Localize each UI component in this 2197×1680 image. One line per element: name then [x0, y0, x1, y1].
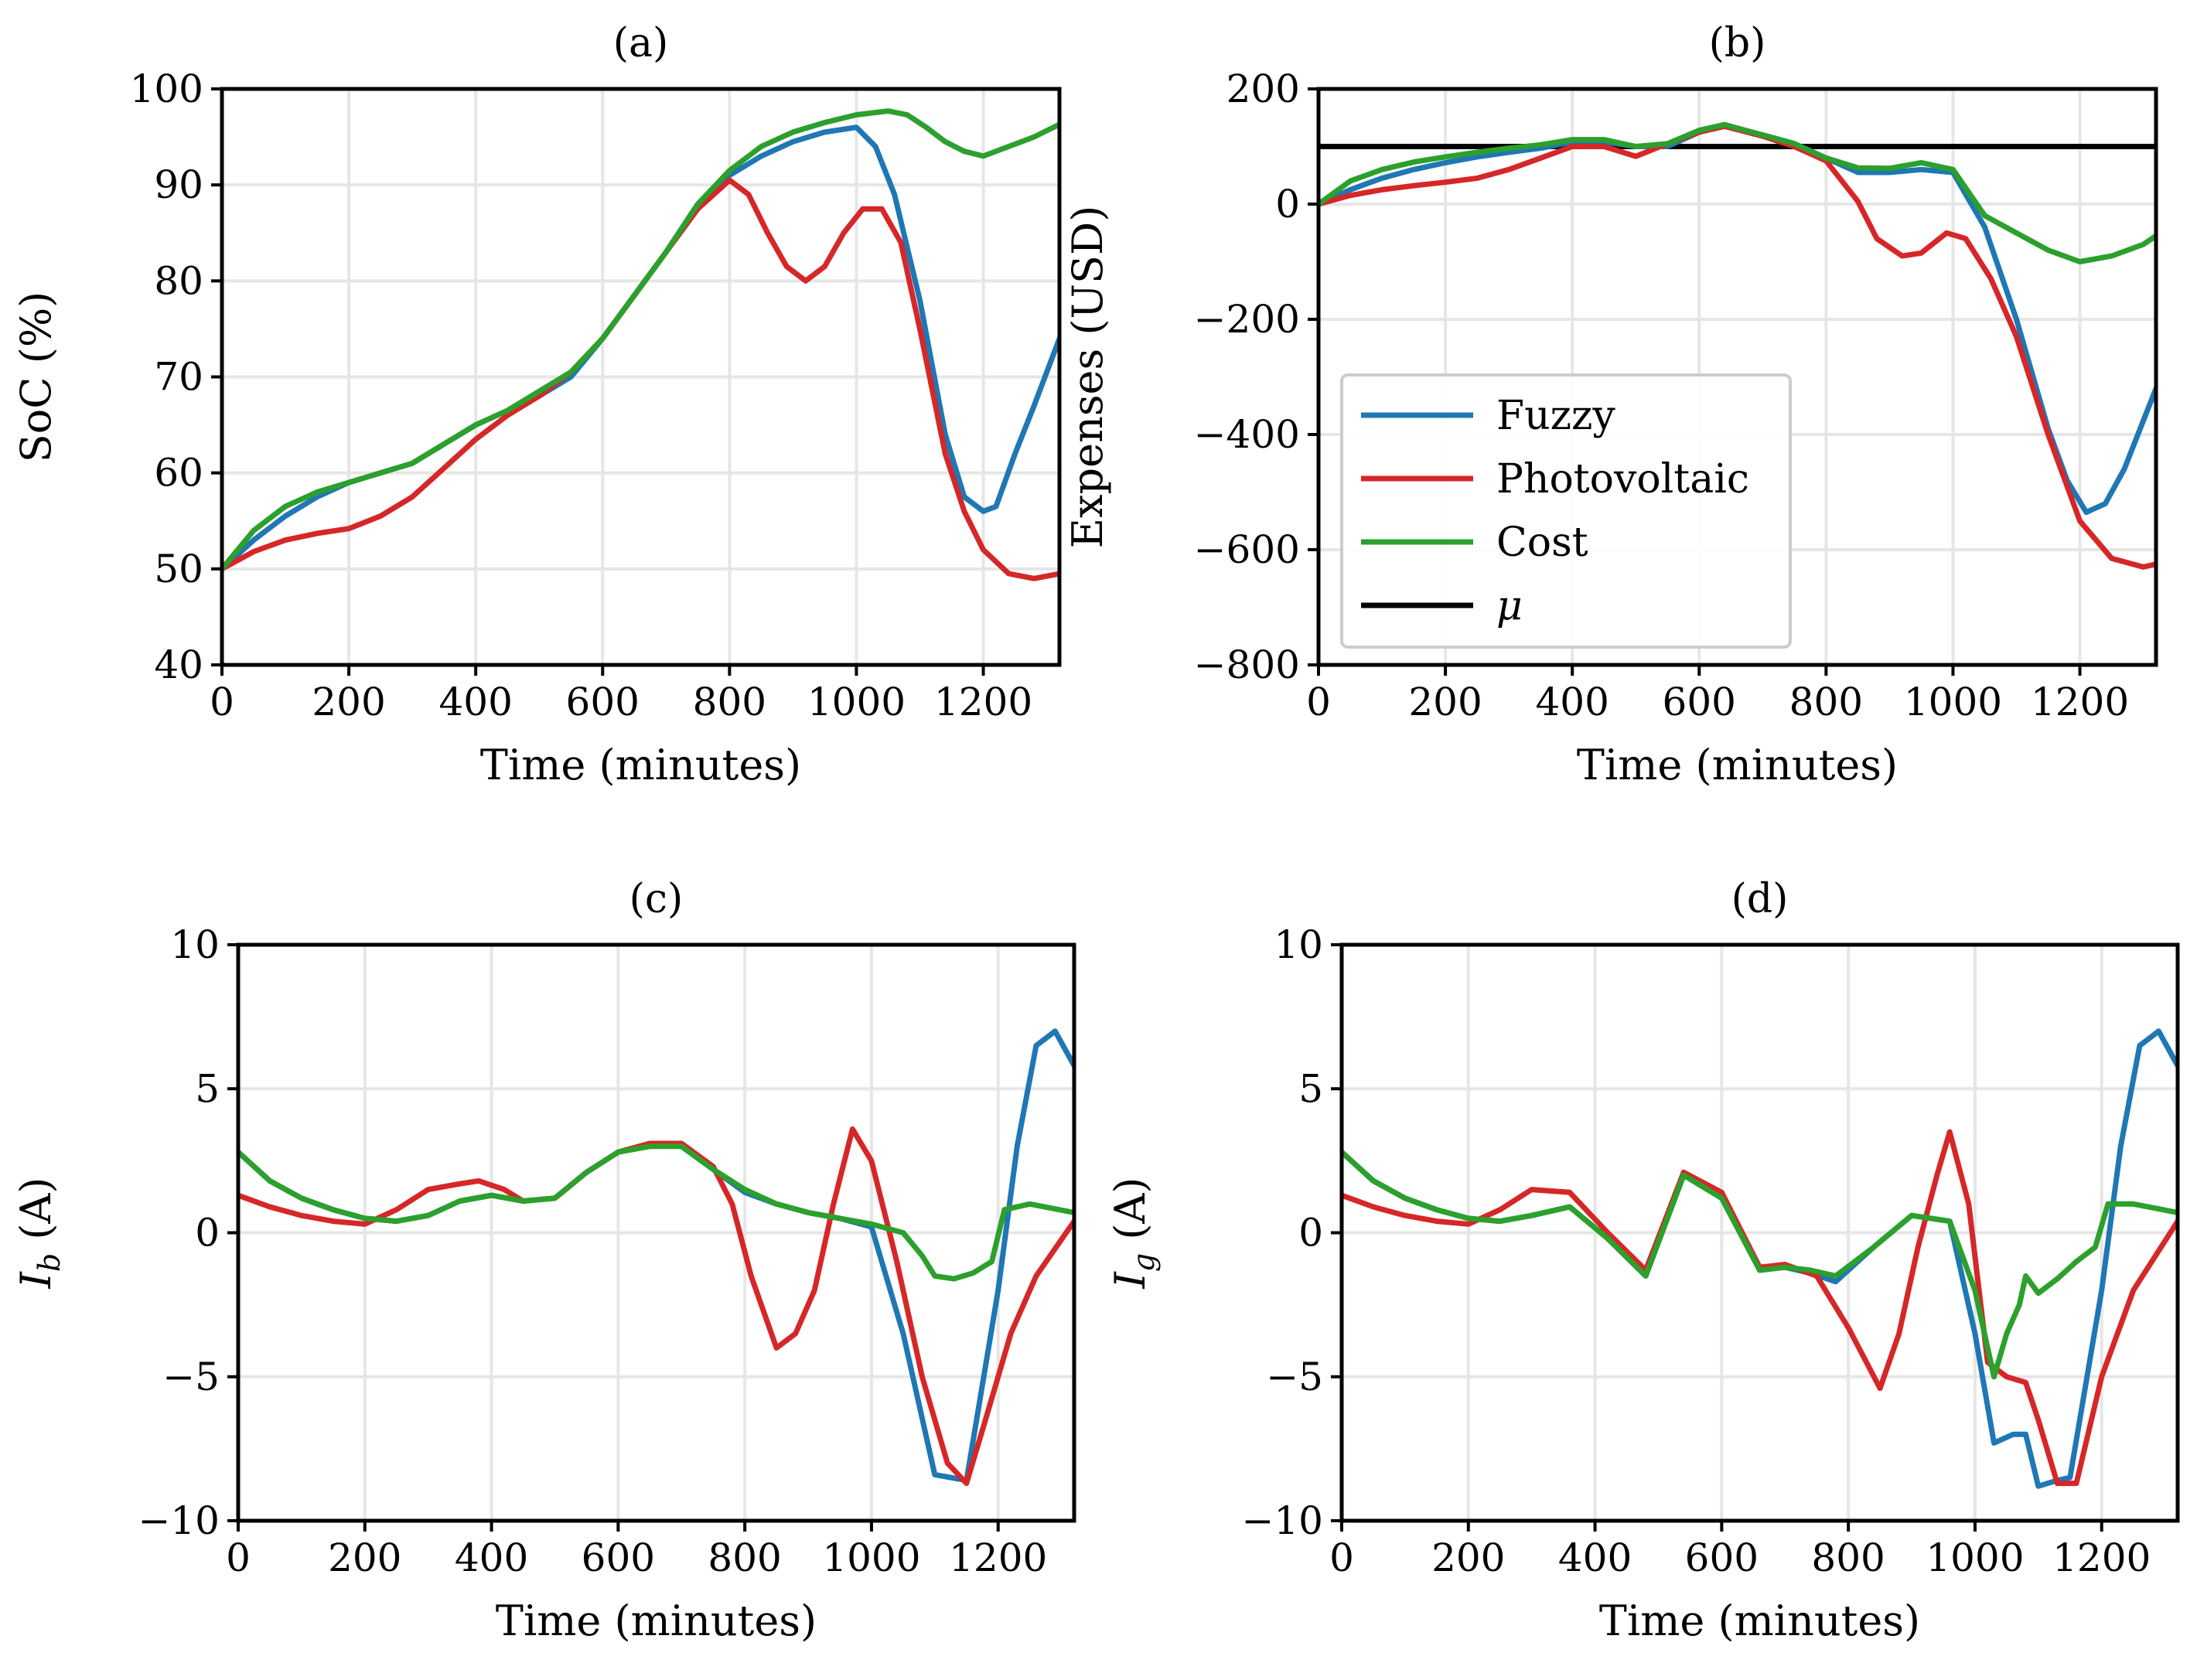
series-line-cost [1342, 1149, 2178, 1380]
y-axis-label: SoC (%) [12, 291, 60, 462]
y-tick-label: 0 [1298, 1211, 1323, 1256]
x-tick-label: 600 [566, 680, 640, 724]
y-tick-label: 200 [1226, 66, 1300, 111]
x-tick-label: 800 [693, 680, 766, 724]
chart-panel-c: 0 200 400 600 800 1000 1200 −10 −5 0 5 10 (c) Time (m… [12, 876, 1076, 1645]
x-tick-label: 1200 [949, 1535, 1047, 1580]
x-tick-label: 400 [1558, 1535, 1632, 1580]
x-tick-label: 600 [1663, 680, 1736, 724]
y-tick-label: −800 [1194, 642, 1300, 687]
x-tick-label: 1200 [2052, 1535, 2151, 1580]
panel-title: (c) [629, 876, 684, 922]
x-tick-label: 800 [1789, 680, 1863, 724]
x-tick-label: 400 [438, 680, 512, 724]
series-line-photovoltaic [222, 177, 1059, 581]
x-tick-label: 0 [1306, 680, 1331, 724]
y-axis-label: Expenses (USD) [1063, 206, 1112, 549]
y-axis-label: Ig (A) [1106, 1177, 1161, 1290]
y-tick-label: 70 [154, 355, 203, 400]
legend-label: Photovoltaic [1496, 456, 1749, 503]
y-axis-label-subscript: b [32, 1253, 67, 1272]
plot-frame [1316, 87, 2158, 667]
y-tick-label: 10 [1274, 922, 1323, 967]
y-axis-label-variable: I [1106, 1270, 1155, 1289]
chart-panel-a: 0 200 400 600 800 1000 1200 40 50 60 70 80 90 100 (a) T… [12, 20, 1062, 789]
x-tick-label: 1000 [1926, 1535, 2024, 1580]
y-axis-label-variable: I [12, 1270, 60, 1289]
y-tick-label: 0 [195, 1211, 220, 1256]
x-tick-label: 800 [708, 1535, 781, 1580]
x-tick-label: 0 [226, 1535, 251, 1580]
x-tick-label: 200 [1408, 680, 1482, 724]
y-tick-label: 90 [154, 162, 203, 207]
y-axis-label-unit: (A) [1106, 1177, 1155, 1253]
legend-box [1340, 373, 1792, 649]
y-axis-label-subscript: g [1127, 1253, 1161, 1272]
y-tick-label: −600 [1194, 527, 1300, 572]
legend-label: Fuzzy [1496, 393, 1615, 439]
y-tick-label: 5 [195, 1066, 220, 1111]
y-tick-label: 60 [154, 451, 203, 496]
series-line-cost [1319, 121, 2156, 264]
legend-label: Cost [1496, 520, 1588, 566]
x-axis-label: Time (minutes) [1577, 741, 1898, 789]
x-tick-label: 200 [1431, 1535, 1505, 1580]
legend-label: μ [1496, 583, 1523, 629]
chart-panel-d: 0 200 400 600 800 1000 1200 −10 −5 0 5 10 (d) Time (m… [1106, 876, 2180, 1645]
y-tick-label: 80 [154, 258, 203, 303]
x-tick-label: 1200 [2031, 680, 2129, 724]
y-tick-label: −5 [1266, 1355, 1323, 1399]
series-line-photovoltaic [1342, 1129, 2178, 1487]
y-tick-label: 40 [154, 642, 203, 687]
x-tick-label: 200 [328, 1535, 401, 1580]
y-tick-label: 100 [130, 66, 203, 111]
y-tick-label: −10 [138, 1498, 220, 1543]
x-axis-label: Time (minutes) [496, 1597, 817, 1645]
x-axis-label: Time (minutes) [1599, 1597, 1920, 1645]
y-tick-label: −400 [1194, 412, 1300, 457]
x-tick-label: 0 [210, 680, 234, 724]
x-tick-label: 400 [455, 1535, 528, 1580]
x-tick-label: 1000 [1904, 680, 2002, 724]
x-tick-label: 600 [1685, 1535, 1759, 1580]
panel-title: (d) [1731, 876, 1789, 922]
y-tick-label: −10 [1241, 1498, 1323, 1543]
y-axis-label-unit: (A) [12, 1177, 60, 1253]
panel-title: (b) [1709, 20, 1766, 66]
x-tick-label: 600 [582, 1535, 655, 1580]
x-axis-label: Time (minutes) [480, 741, 801, 789]
y-tick-label: 0 [1275, 182, 1300, 227]
series-line-cost [222, 108, 1059, 572]
y-tick-label: 10 [170, 922, 220, 967]
legend: Fuzzy Photovoltaic Cost μ [1340, 373, 1792, 649]
chart-panel-b: 0 200 400 600 800 1000 1200 −800 −600 −400 −200 0 20… [1063, 20, 2158, 789]
series-line-cost [238, 1143, 1074, 1282]
y-tick-label: −200 [1194, 297, 1300, 342]
x-tick-label: 800 [1811, 1535, 1885, 1580]
x-tick-label: 200 [312, 680, 385, 724]
y-tick-label: −5 [162, 1355, 220, 1399]
x-tick-label: 1000 [807, 680, 906, 724]
y-tick-label: 5 [1298, 1066, 1323, 1111]
x-tick-label: 1200 [934, 680, 1032, 724]
panel-title: (a) [613, 20, 669, 66]
y-tick-label: 50 [154, 547, 203, 591]
x-tick-label: 400 [1535, 680, 1609, 724]
y-axis-label: Ib (A) [12, 1177, 67, 1290]
x-tick-label: 0 [1329, 1535, 1354, 1580]
x-tick-label: 1000 [822, 1535, 920, 1580]
